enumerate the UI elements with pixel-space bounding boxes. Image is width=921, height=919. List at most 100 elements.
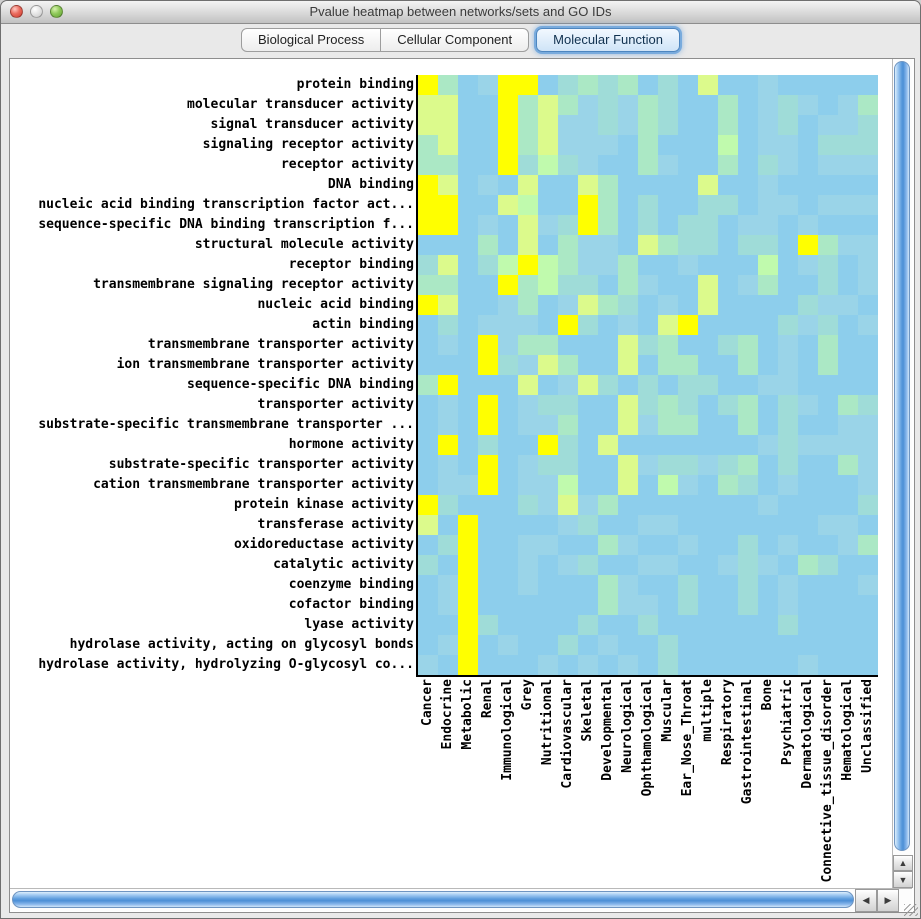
heatmap-cell	[438, 495, 458, 515]
heatmap-cell	[798, 555, 818, 575]
heatmap-cell	[458, 455, 478, 475]
heatmap-cell	[778, 135, 798, 155]
heatmap-cell	[638, 135, 658, 155]
heatmap-cell	[598, 575, 618, 595]
row-label: hydrolase activity, hydrolyzing O-glycos…	[38, 657, 414, 672]
heatmap-cell	[758, 255, 778, 275]
heatmap-cell	[698, 335, 718, 355]
horizontal-scrollbar-thumb[interactable]	[12, 891, 854, 908]
heatmap-cell	[778, 615, 798, 635]
heatmap-cell	[498, 415, 518, 435]
col-label: Respiratory	[720, 679, 735, 766]
heatmap-cell	[758, 435, 778, 455]
scroll-down-button[interactable]: ▼	[893, 871, 913, 888]
heatmap-cell	[418, 395, 438, 415]
heatmap-cell	[638, 75, 658, 95]
heatmap-cell	[678, 495, 698, 515]
row-label: transmembrane transporter activity	[147, 337, 414, 352]
heatmap-cell	[678, 395, 698, 415]
heatmap-cell	[638, 615, 658, 635]
heatmap-cell	[678, 475, 698, 495]
heatmap-cell	[538, 275, 558, 295]
heatmap-cell	[558, 135, 578, 155]
heatmap-cell	[658, 315, 678, 335]
close-button[interactable]	[10, 5, 23, 18]
heatmap-cell	[458, 575, 478, 595]
heatmap-cell	[438, 95, 458, 115]
heatmap-cell	[638, 195, 658, 215]
heatmap-cell	[718, 635, 738, 655]
heatmap-cell	[498, 335, 518, 355]
heatmap-cell	[778, 235, 798, 255]
row-label: signal transducer activity	[210, 117, 415, 132]
heatmap-cell	[838, 275, 858, 295]
heatmap-cell	[558, 335, 578, 355]
heatmap-cell	[778, 175, 798, 195]
heatmap-cell	[538, 355, 558, 375]
heatmap-cell	[718, 235, 738, 255]
heatmap-cell	[718, 215, 738, 235]
tab-biological-process[interactable]: Biological Process	[241, 27, 382, 52]
heatmap-cell	[558, 195, 578, 215]
heatmap-cell	[438, 375, 458, 395]
heatmap-cell	[738, 595, 758, 615]
heatmap-cell	[598, 355, 618, 375]
heatmap-cell	[578, 215, 598, 235]
vertical-scrollbar-thumb[interactable]	[894, 61, 910, 851]
heatmap-cell	[558, 615, 578, 635]
heatmap-cell	[438, 555, 458, 575]
resize-grip[interactable]	[904, 904, 918, 916]
heatmap-cell	[458, 235, 478, 255]
scroll-up-button[interactable]: ▲	[893, 855, 913, 871]
vertical-scrollbar-track[interactable]: ▲ ▼	[892, 59, 913, 888]
heatmap-cell	[458, 195, 478, 215]
heatmap-cell	[678, 235, 698, 255]
heatmap-cell	[498, 95, 518, 115]
heatmap-cell	[478, 75, 498, 95]
scroll-right-button[interactable]: ▶	[877, 889, 899, 912]
heatmap-cell	[418, 595, 438, 615]
heatmap-cell	[618, 315, 638, 335]
heatmap-cell	[578, 135, 598, 155]
heatmap-cell	[778, 95, 798, 115]
heatmap-cell	[538, 335, 558, 355]
heatmap-cell	[758, 515, 778, 535]
heatmap-cell	[598, 635, 618, 655]
heatmap-cell	[818, 75, 838, 95]
tab-cellular-component[interactable]: Cellular Component	[381, 27, 530, 52]
zoom-button[interactable]	[50, 5, 63, 18]
heatmap-cell	[778, 335, 798, 355]
heatmap-cell	[618, 595, 638, 615]
heatmap-cell	[718, 275, 738, 295]
heatmap-cell	[618, 75, 638, 95]
heatmap-cell	[718, 435, 738, 455]
heatmap-cell	[498, 435, 518, 455]
heatmap-cell	[718, 255, 738, 275]
heatmap-cell	[518, 115, 538, 135]
heatmap-cell	[738, 195, 758, 215]
heatmap-cell	[738, 235, 758, 255]
scroll-left-button[interactable]: ◀	[855, 889, 877, 912]
heatmap-cell	[598, 235, 618, 255]
tab-molecular-function[interactable]: Molecular Function	[536, 27, 680, 52]
heatmap-cell	[678, 215, 698, 235]
horizontal-scrollbar-track[interactable]: ◀ ▶	[10, 888, 912, 912]
heatmap-cell	[518, 215, 538, 235]
heatmap-cell	[478, 335, 498, 355]
heatmap-cell	[418, 115, 438, 135]
heatmap-cell	[518, 495, 538, 515]
heatmap-cell	[638, 375, 658, 395]
heatmap-cell	[818, 195, 838, 215]
heatmap-cell	[798, 475, 818, 495]
heatmap-cell	[738, 255, 758, 275]
heatmap-cell	[738, 95, 758, 115]
heatmap-cell	[538, 555, 558, 575]
heatmap-cell	[598, 175, 618, 195]
heatmap-cell	[838, 595, 858, 615]
heatmap-cell	[698, 95, 718, 115]
heatmap-cell	[578, 655, 598, 675]
minimize-button[interactable]	[30, 5, 43, 18]
heatmap-cell	[558, 515, 578, 535]
heatmap-cell	[418, 295, 438, 315]
